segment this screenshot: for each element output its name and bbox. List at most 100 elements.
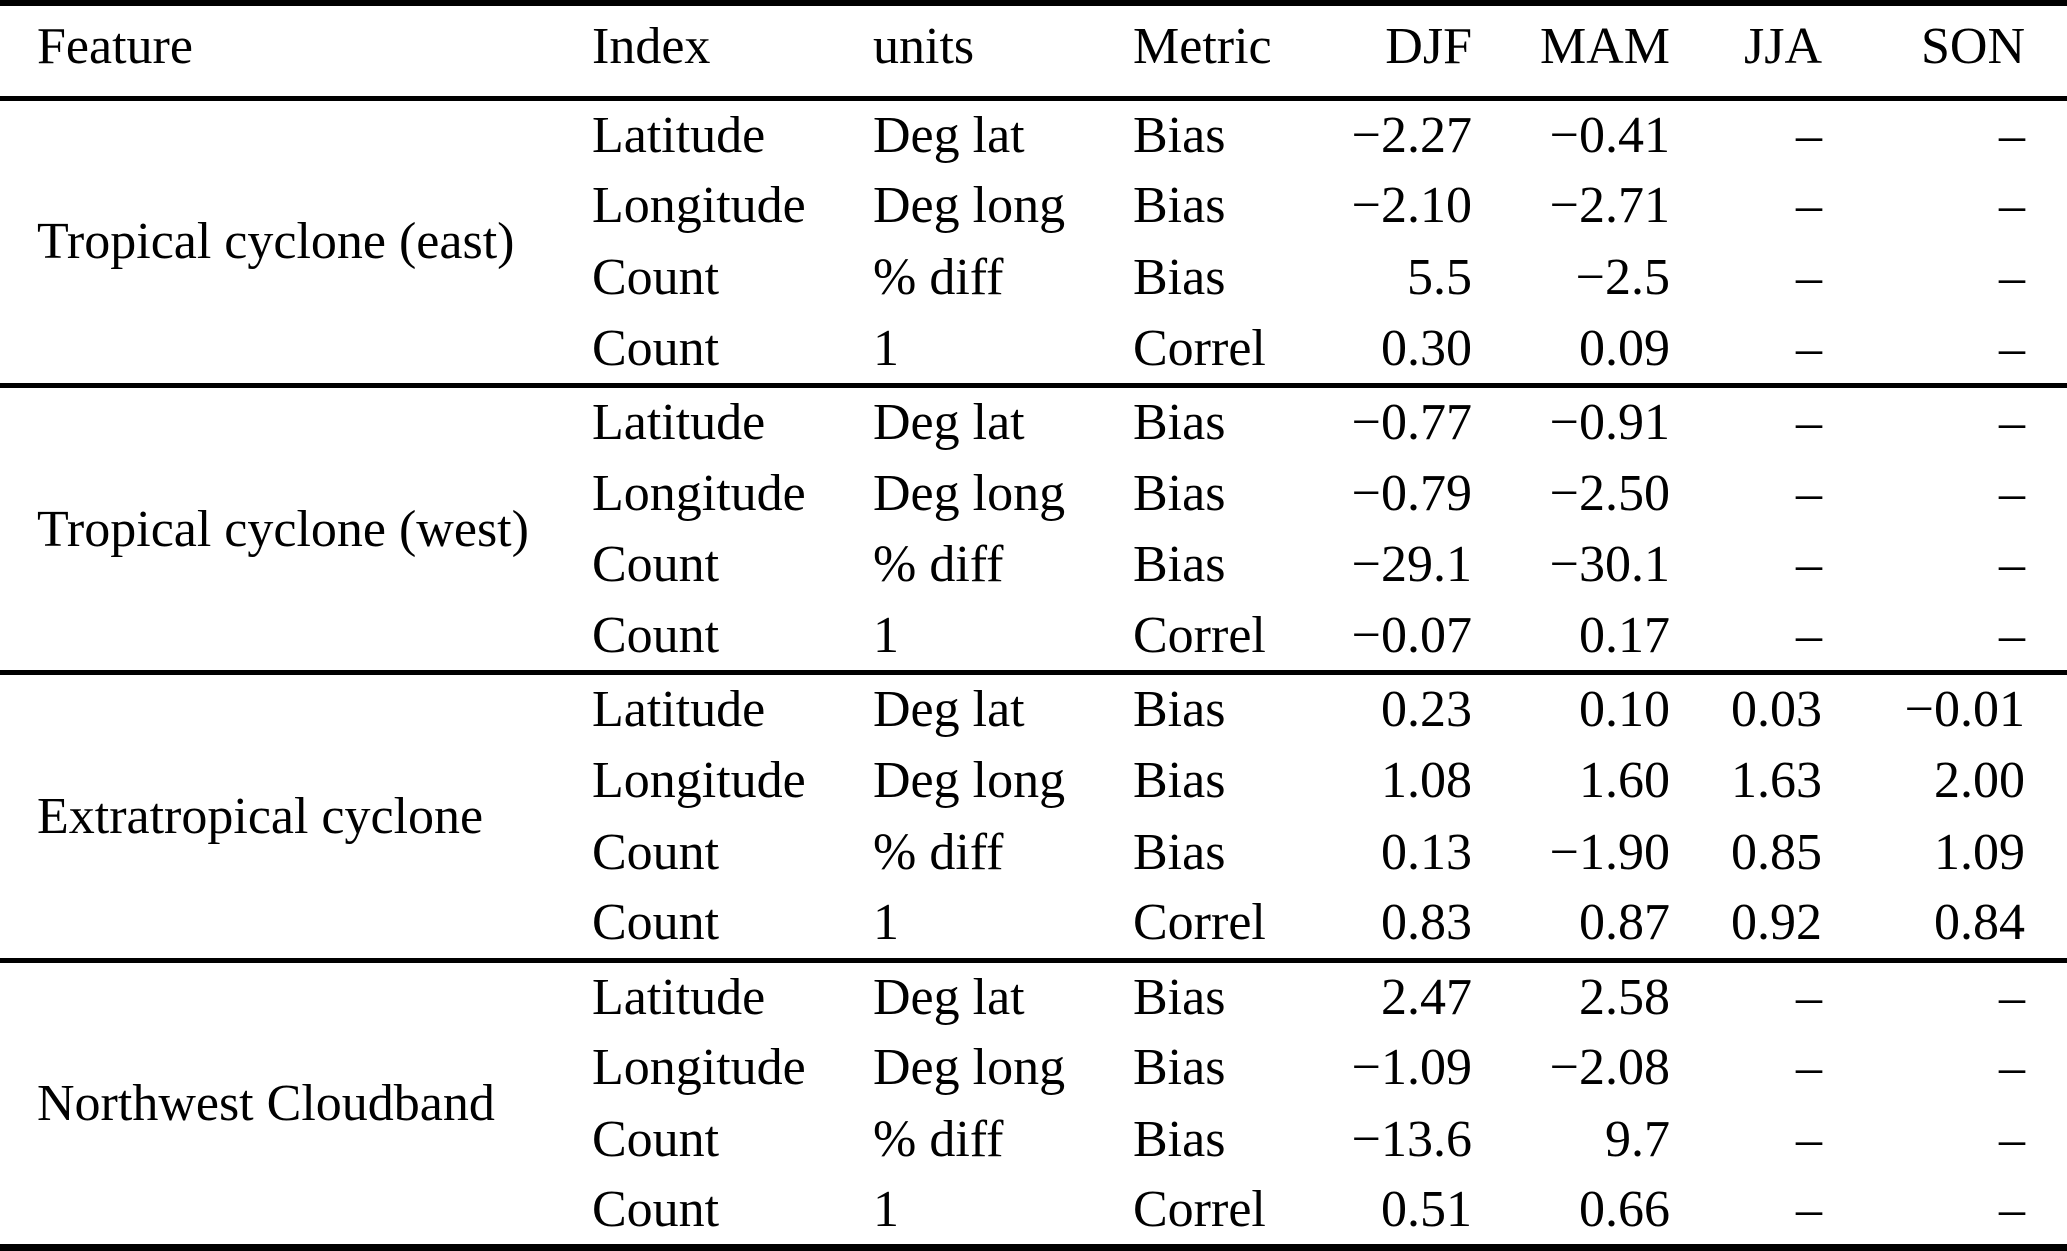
mam-value: 0.09 — [1579, 319, 1670, 377]
units-cell: Deg long — [873, 177, 1066, 235]
mam-value: −2.71 — [1549, 177, 1670, 235]
jja-value: – — [1796, 536, 1822, 594]
group-tropical-cyclone-east: Tropical cyclone (east) Latitude Deg lat… — [0, 98, 2067, 385]
metric-cell: Bias — [1133, 106, 1226, 164]
son-value: – — [1999, 607, 2025, 665]
index-cell: Longitude — [592, 1039, 806, 1097]
metric-cell: Correl — [1133, 607, 1266, 665]
jja-value: 1.63 — [1731, 752, 1822, 810]
table-row: Longitude Deg long Bias −1.09 −2.08 – – — [0, 1032, 2067, 1104]
jja-value: – — [1796, 319, 1822, 377]
son-value: – — [1999, 177, 2025, 235]
table-row: Northwest Cloudband Latitude Deg lat Bia… — [0, 960, 2067, 1132]
jja-value: – — [1796, 249, 1822, 307]
units-cell: % diff — [873, 823, 1004, 881]
units-cell: Deg long — [873, 464, 1066, 522]
mam-value: 0.10 — [1579, 681, 1670, 739]
units-cell: % diff — [873, 536, 1004, 594]
units-cell: 1 — [873, 1181, 899, 1239]
jja-value: – — [1796, 1039, 1822, 1097]
mam-value: 0.17 — [1579, 607, 1670, 665]
metric-cell: Correl — [1133, 319, 1266, 377]
header-mam: MAM — [1539, 18, 1670, 76]
mam-value: −2.5 — [1575, 249, 1670, 307]
table-row: Count % diff Bias −13.6 9.7 – – — [0, 1104, 2067, 1176]
group-northwest-cloudband: Northwest Cloudband Latitude Deg lat Bia… — [0, 960, 2067, 1247]
metric-cell: Bias — [1133, 752, 1226, 810]
metric-cell: Bias — [1133, 536, 1226, 594]
son-value: – — [1999, 1111, 2025, 1169]
units-cell: Deg long — [873, 752, 1066, 810]
jja-value: – — [1796, 607, 1822, 665]
units-cell: 1 — [873, 607, 899, 665]
index-cell: Count — [592, 823, 720, 881]
table-row: Extratropical cyclone Latitude Deg lat B… — [0, 673, 2067, 845]
son-value: 2.00 — [1934, 752, 2025, 810]
index-cell: Latitude — [592, 106, 766, 164]
units-cell: 1 — [873, 894, 899, 952]
table-row: Tropical cyclone (east) Latitude Deg lat… — [0, 98, 2067, 271]
table-row: Tropical cyclone (west) Latitude Deg lat… — [0, 385, 2067, 558]
index-cell: Latitude — [592, 394, 766, 452]
table-header: Feature Index units Metric DJF MAM JJA S… — [0, 3, 2067, 98]
mam-value: 9.7 — [1605, 1111, 1670, 1169]
mam-value: −30.1 — [1549, 536, 1670, 594]
units-cell: Deg lat — [873, 106, 1025, 164]
son-value: – — [1999, 1181, 2025, 1239]
table-row: Count % diff Bias 5.5 −2.5 – – — [0, 242, 2067, 314]
units-cell: Deg lat — [873, 681, 1025, 739]
header-feature: Feature — [37, 18, 193, 76]
djf-value: 0.23 — [1381, 681, 1472, 739]
index-cell: Count — [592, 607, 720, 665]
index-cell: Count — [592, 1111, 720, 1169]
header-metric: Metric — [1133, 18, 1272, 76]
jja-value: – — [1796, 106, 1822, 164]
metric-cell: Bias — [1133, 394, 1226, 452]
metric-cell: Bias — [1133, 823, 1226, 881]
units-cell: 1 — [873, 319, 899, 377]
son-value: −0.01 — [1904, 681, 2025, 739]
son-value: – — [1999, 464, 2025, 522]
index-cell: Latitude — [592, 681, 766, 739]
index-cell: Count — [592, 319, 720, 377]
djf-value: 2.47 — [1381, 968, 1472, 1026]
table-row: Count % diff Bias −29.1 −30.1 – – — [0, 529, 2067, 601]
table-row: Longitude Deg long Bias −2.10 −2.71 – – — [0, 170, 2067, 242]
feature-label: Tropical cyclone (east) — [37, 213, 515, 271]
units-cell: % diff — [873, 1111, 1004, 1169]
jja-value: 0.92 — [1731, 894, 1822, 952]
djf-value: −29.1 — [1351, 536, 1472, 594]
jja-value: – — [1796, 177, 1822, 235]
mam-value: −2.50 — [1549, 464, 1670, 522]
feature-label: Extratropical cyclone — [37, 787, 484, 845]
index-cell: Longitude — [592, 752, 806, 810]
table-row: Count 1 Correl 0.30 0.09 – – — [0, 314, 2067, 386]
metric-cell: Bias — [1133, 464, 1226, 522]
jja-value: 0.85 — [1731, 823, 1822, 881]
table-row: Longitude Deg long Bias −0.79 −2.50 – – — [0, 457, 2067, 529]
mam-value: −0.91 — [1549, 394, 1670, 452]
header-jja: JJA — [1743, 18, 1822, 76]
header-djf: DJF — [1385, 18, 1472, 76]
header-units: units — [873, 18, 975, 76]
djf-value: 0.30 — [1381, 319, 1472, 377]
group-extratropical-cyclone: Extratropical cyclone Latitude Deg lat B… — [0, 672, 2067, 960]
mam-value: −1.90 — [1549, 823, 1670, 881]
djf-value: 1.08 — [1381, 752, 1472, 810]
djf-value: −0.79 — [1351, 464, 1472, 522]
jja-value: – — [1796, 1111, 1822, 1169]
index-cell: Longitude — [592, 464, 806, 522]
jja-value: – — [1796, 394, 1822, 452]
son-value: 1.09 — [1934, 823, 2025, 881]
feature-label: Northwest Cloudband — [37, 1074, 495, 1132]
son-value: – — [1999, 106, 2025, 164]
djf-value: 0.83 — [1381, 894, 1472, 952]
units-cell: Deg lat — [873, 968, 1025, 1026]
table-row: Count 1 Correl 0.51 0.66 – – — [0, 1176, 2067, 1248]
djf-value: 5.5 — [1407, 249, 1472, 307]
djf-value: 0.13 — [1381, 823, 1472, 881]
mam-value: 0.66 — [1579, 1181, 1670, 1239]
mam-value: −0.41 — [1549, 106, 1670, 164]
son-value: – — [1999, 249, 2025, 307]
son-value: – — [1999, 319, 2025, 377]
